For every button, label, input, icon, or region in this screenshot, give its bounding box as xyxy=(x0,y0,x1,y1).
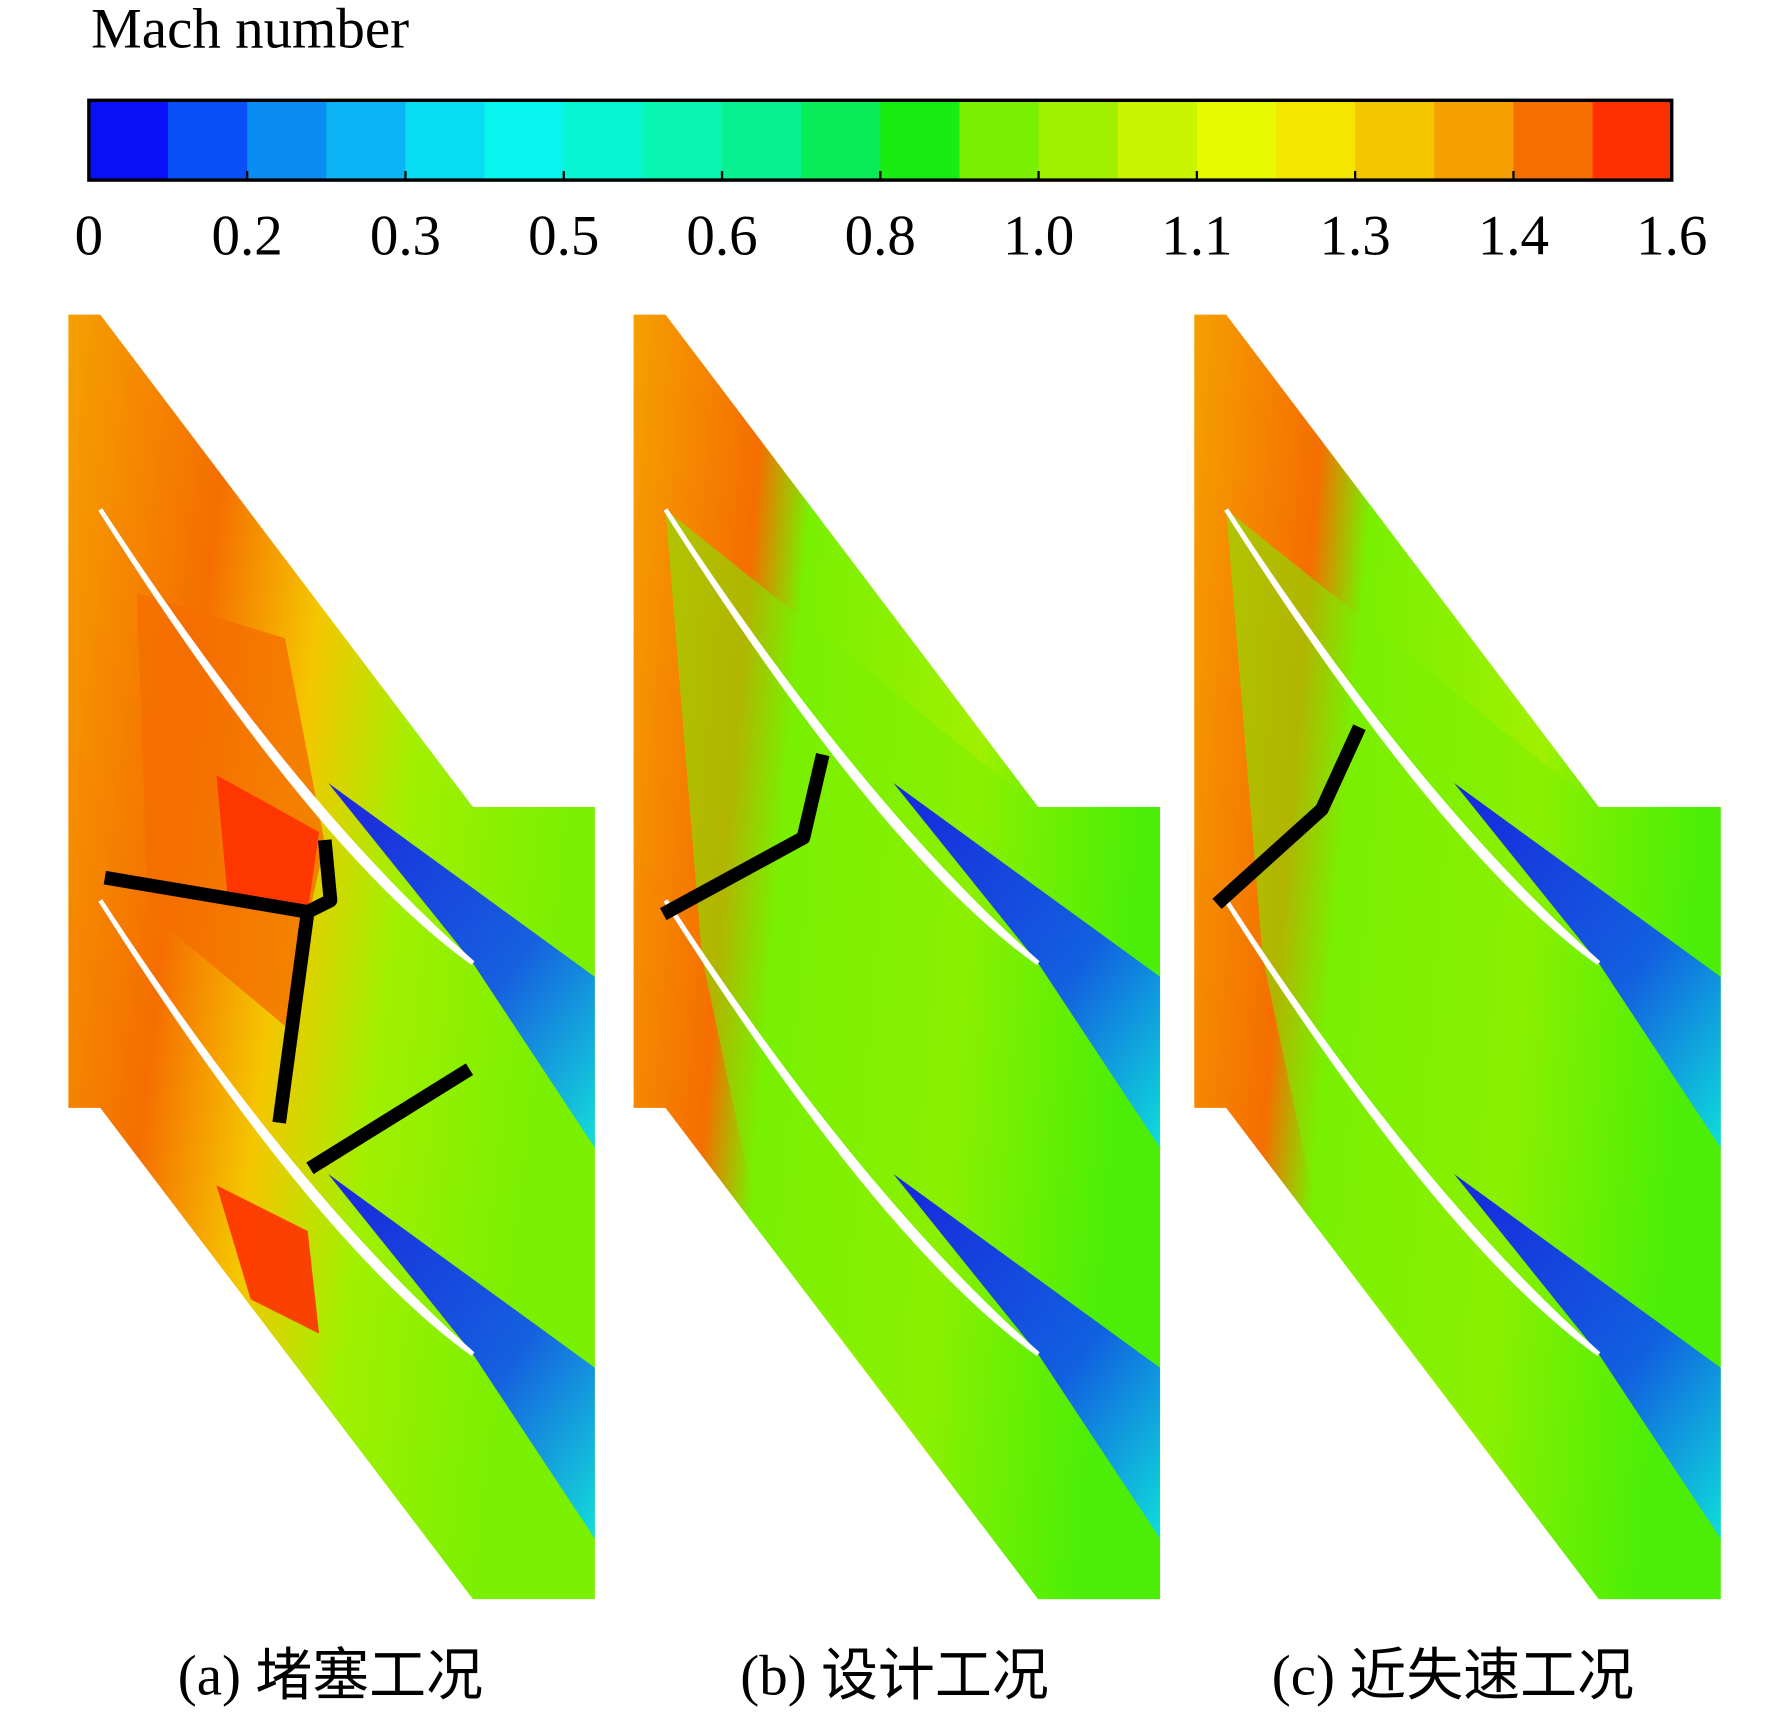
color-band xyxy=(1592,100,1673,181)
color-band xyxy=(247,100,327,181)
color-band xyxy=(959,100,1040,181)
wake xyxy=(893,783,1161,1148)
color-band xyxy=(722,100,802,181)
color-band xyxy=(801,100,881,181)
color-band xyxy=(1355,100,1435,181)
blade xyxy=(663,508,1040,965)
color-band xyxy=(168,100,248,181)
hot-region xyxy=(216,775,320,912)
color-band xyxy=(88,100,169,181)
wake xyxy=(328,783,595,1148)
panel-caption: (b) 设计工况 xyxy=(740,1644,1049,1707)
tick-label: 0.5 xyxy=(528,205,599,268)
wake xyxy=(893,1174,1161,1539)
tick-label: 0.3 xyxy=(370,205,441,268)
color-band xyxy=(880,100,961,181)
color-band xyxy=(642,100,723,181)
color-band xyxy=(1117,100,1198,181)
wake xyxy=(1454,1174,1721,1539)
contour-panel xyxy=(633,314,1161,1600)
blade xyxy=(98,508,475,965)
tick-label: 1.1 xyxy=(1161,205,1232,268)
tick-label: 1.4 xyxy=(1478,205,1549,268)
color-band xyxy=(1276,100,1356,181)
panel-caption: (c) 近失速工况 xyxy=(1272,1644,1634,1707)
tick-label: 1.3 xyxy=(1320,205,1391,268)
color-band xyxy=(1513,100,1594,181)
blade xyxy=(663,899,1040,1356)
color-band xyxy=(405,100,486,181)
tick-label: 0.2 xyxy=(212,205,283,268)
contour-panel xyxy=(68,314,595,1600)
color-band xyxy=(563,100,644,181)
tick-label: 1.0 xyxy=(1003,205,1074,268)
shock-line xyxy=(659,753,830,921)
contour-panel xyxy=(1194,314,1721,1600)
blade xyxy=(1224,899,1601,1356)
color-band xyxy=(326,100,407,181)
color-band xyxy=(484,100,565,181)
blade xyxy=(1224,508,1601,965)
blade xyxy=(98,899,475,1356)
hot-region xyxy=(216,1185,320,1334)
colorbar-title: Mach number xyxy=(91,0,409,60)
panels: (a) 堵塞工况 (b) 设计工况 (c) 近失速工况 xyxy=(68,314,1721,1707)
tick-label: 0.6 xyxy=(686,205,757,268)
tick-label: 0.8 xyxy=(845,205,916,268)
panel-caption: (a) 堵塞工况 xyxy=(178,1644,483,1707)
shock-line xyxy=(1212,724,1366,909)
tick-label: 1.6 xyxy=(1636,205,1707,268)
color-band xyxy=(1196,100,1277,181)
tick-label: 0 xyxy=(75,205,103,268)
wake xyxy=(1454,783,1721,1148)
wake xyxy=(328,1174,595,1539)
color-band xyxy=(1038,100,1119,181)
colorbar: 0 0.2 0.3 0.5 0.6 0.8 1.0 1.1 1.3 1.4 1.6 xyxy=(75,98,1707,268)
shock-line xyxy=(103,839,474,1175)
color-band xyxy=(1434,100,1515,181)
